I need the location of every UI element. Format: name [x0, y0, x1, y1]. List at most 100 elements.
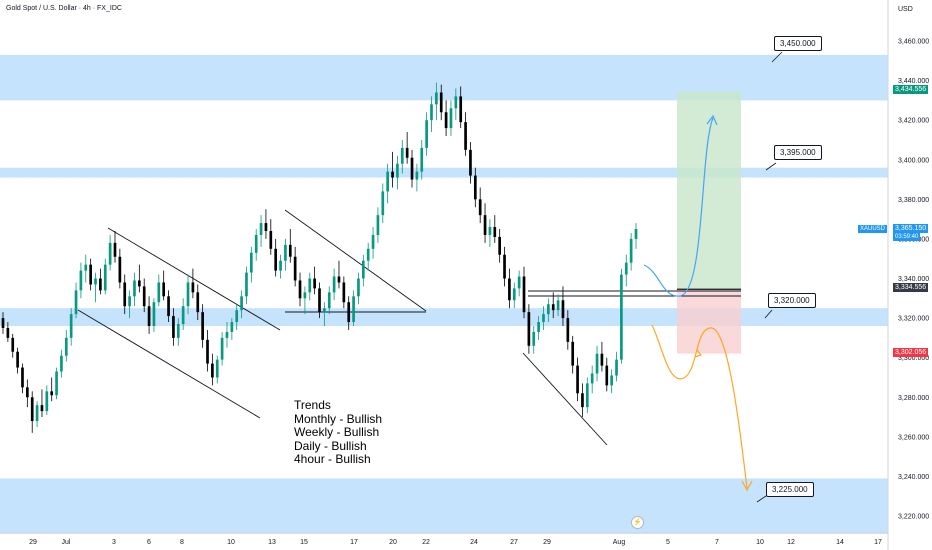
candle-body: [420, 147, 424, 172]
candle-body: [201, 312, 204, 340]
candle-body: [230, 322, 234, 332]
symbol-tag: XAUUSD: [858, 225, 888, 233]
candle-body: [585, 383, 589, 408]
y-tick-label: 3,300.000: [898, 355, 929, 362]
candle-body: [323, 308, 326, 313]
x-tick-label: 27: [510, 539, 518, 546]
candle-body: [79, 270, 83, 291]
trend-line-2: Weekly - Bullish: [294, 425, 380, 439]
lightning-icon[interactable]: ⚡: [631, 516, 644, 529]
candle-body: [128, 296, 131, 307]
candle-body: [60, 355, 63, 372]
x-tick-label: 7: [715, 539, 719, 546]
candle-body: [245, 272, 248, 297]
candle-body: [624, 262, 628, 275]
candle-body: [595, 353, 599, 374]
trend-line: [284, 209, 427, 312]
trend-line-3: Daily - Bullish: [294, 438, 367, 453]
x-tick-label: 6: [147, 539, 151, 546]
candle-body: [254, 234, 258, 253]
x-tick-label: 14: [836, 539, 844, 546]
currency-label[interactable]: USD: [898, 6, 913, 13]
candle-body: [215, 359, 219, 378]
candle-body: [235, 310, 239, 323]
x-tick-label: 20: [389, 539, 397, 546]
candle-body: [269, 231, 273, 249]
zone-label-3320[interactable]: 3,320.000: [768, 293, 816, 308]
candle-body: [64, 337, 68, 356]
candle-body: [40, 405, 44, 412]
candle-body: [435, 92, 438, 105]
candle-body: [118, 256, 122, 283]
candle-body: [581, 393, 584, 408]
candle-body: [318, 288, 321, 313]
candle-body: [498, 236, 502, 255]
y-tick-label: 3,260.000: [898, 434, 929, 441]
candle-body: [191, 282, 195, 293]
x-tick-label: 22: [422, 539, 430, 546]
arrowhead-down: [741, 480, 753, 492]
candle-body: [444, 112, 448, 129]
zone-band: [0, 308, 888, 326]
zone-band: [0, 478, 888, 534]
candle-body: [396, 163, 399, 178]
candle-body: [342, 282, 346, 303]
x-tick-label: 13: [268, 539, 276, 546]
candle-body: [615, 359, 618, 376]
candle-body: [196, 292, 200, 313]
candle-body: [400, 147, 404, 164]
x-tick-label: 17: [350, 539, 358, 546]
zone-label-3225[interactable]: 3,225.000: [766, 482, 814, 497]
candle-body: [547, 304, 550, 315]
zone-label-3450[interactable]: 3,450.000: [774, 36, 822, 51]
arrowhead-up: [706, 114, 718, 126]
trend-line: [522, 352, 608, 446]
x-tick-label: 15: [300, 539, 308, 546]
y-tick-label: 3,280.000: [898, 395, 929, 402]
candle-body: [376, 215, 380, 235]
candle-body: [449, 108, 453, 129]
candle-body: [410, 157, 414, 180]
candle-body: [508, 278, 511, 301]
candle-body: [89, 264, 92, 285]
last-price-tag: 3,365.150: [893, 224, 929, 233]
candle-body: [6, 327, 10, 338]
candle-body: [186, 282, 190, 307]
arrowhead-mid: [694, 349, 703, 358]
target-price-tag: 3,434.556: [893, 85, 929, 94]
candle-body: [167, 296, 170, 317]
candle-body: [264, 223, 268, 231]
candle-body: [337, 276, 341, 283]
candle-body: [147, 306, 151, 326]
candle-body: [415, 171, 419, 180]
trend-line: [77, 309, 261, 419]
candle-body: [74, 290, 78, 315]
candle-body: [113, 242, 117, 257]
candle-body: [503, 254, 506, 279]
candle-body: [313, 278, 316, 289]
candle-body: [357, 278, 360, 297]
x-tick-label: 12: [787, 539, 795, 546]
target-zone: [677, 91, 741, 290]
label-leader: [771, 51, 783, 63]
candle-body: [347, 302, 351, 323]
zone-label-3395[interactable]: 3,395.000: [774, 145, 822, 160]
candle-body: [240, 296, 243, 311]
candle-body: [11, 337, 15, 352]
candle-body: [459, 96, 463, 123]
y-tick-label: 3,240.000: [898, 474, 929, 481]
entry-price-tag: 3,334.556: [893, 283, 929, 292]
candle-body: [517, 276, 521, 289]
candle-body: [108, 242, 112, 265]
x-tick-label: 8: [180, 539, 184, 546]
label-leader: [764, 309, 773, 319]
x-tick-label: Aug: [613, 539, 626, 546]
candle-body: [551, 304, 555, 311]
candle-body: [21, 367, 24, 388]
candle-body: [493, 227, 497, 237]
candle-body: [152, 302, 156, 326]
x-tick-label: 10: [227, 539, 235, 546]
y-tick-label: 3,340.000: [898, 276, 929, 283]
candle-body: [590, 373, 594, 384]
